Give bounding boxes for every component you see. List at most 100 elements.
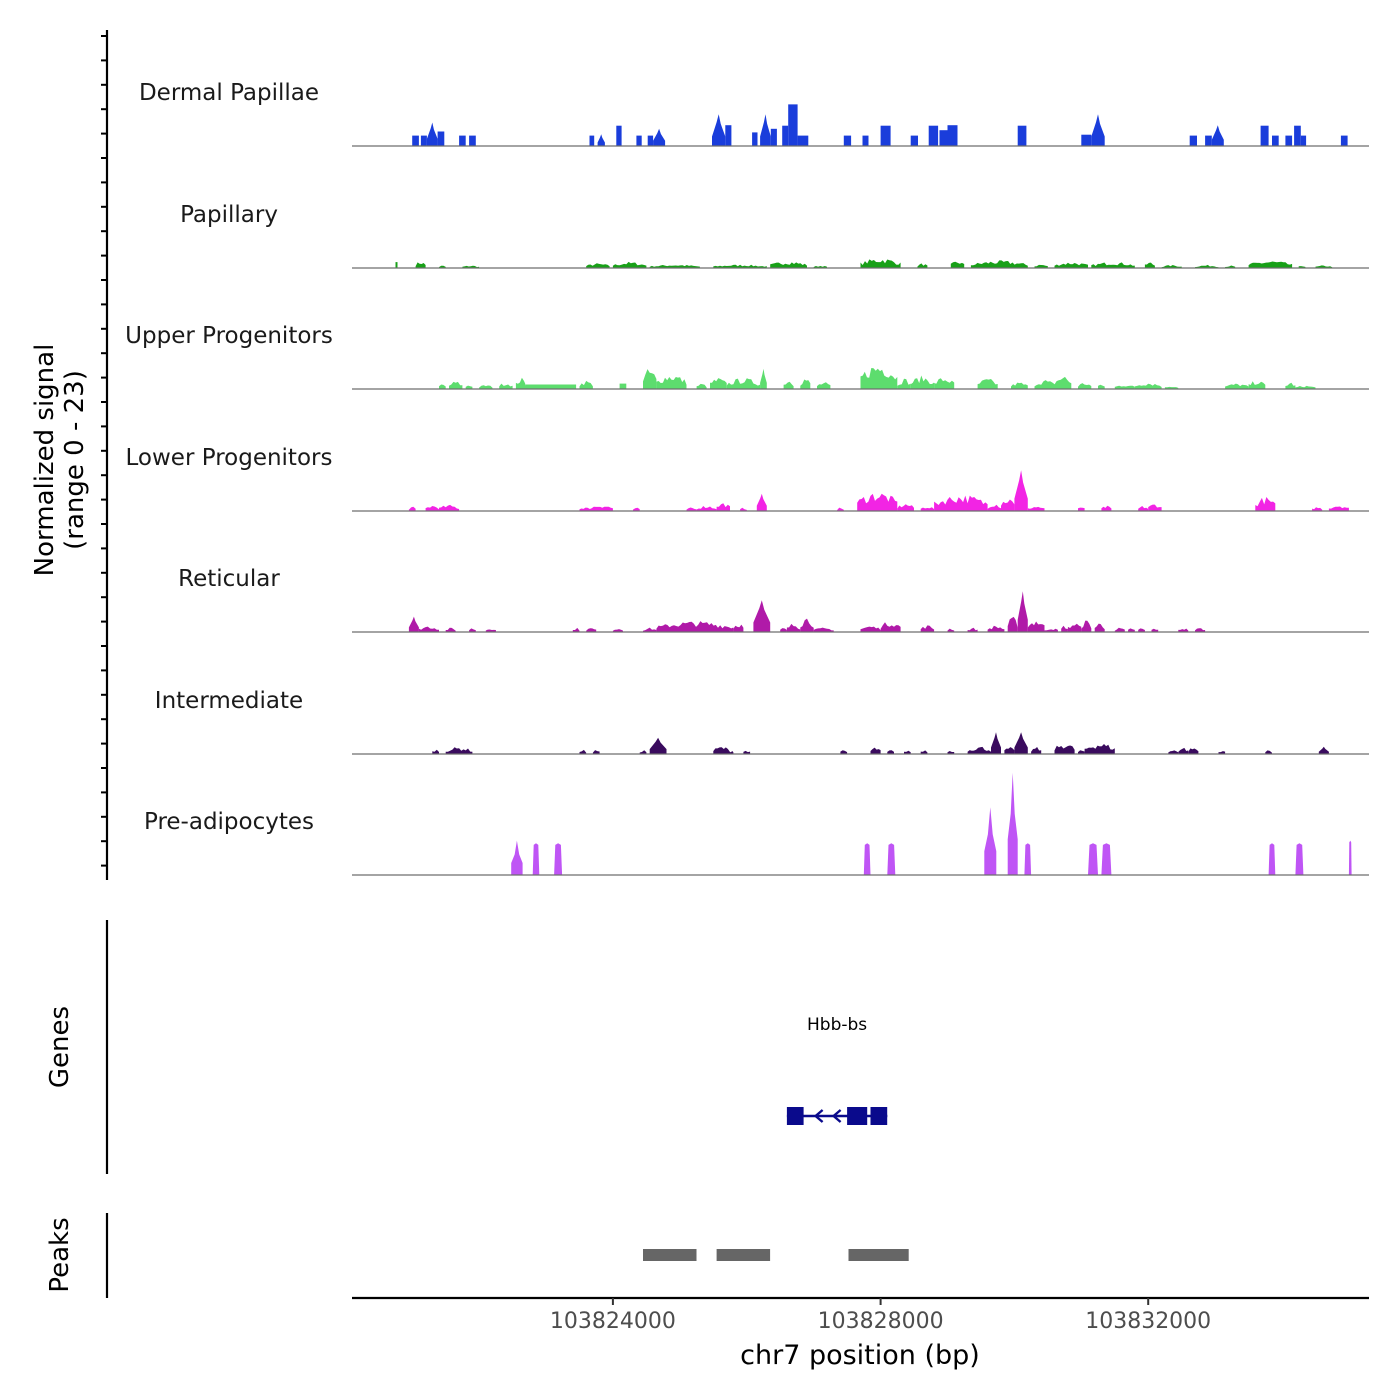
signal-peak bbox=[713, 747, 730, 754]
signal-peak bbox=[783, 381, 794, 389]
peaks-panel: Peaks bbox=[45, 1213, 909, 1298]
signal-peak bbox=[740, 507, 747, 511]
signal-peak bbox=[439, 504, 460, 511]
signal-peak bbox=[797, 135, 809, 146]
signal-peak bbox=[1148, 504, 1162, 511]
signal-peak bbox=[485, 629, 496, 632]
signal-peak bbox=[554, 843, 563, 875]
signal-peak bbox=[991, 732, 1001, 754]
signal-peak bbox=[1294, 125, 1301, 146]
x-ticks: 103824000 103828000 103832000 bbox=[550, 1298, 1211, 1334]
signal-peak bbox=[977, 379, 998, 389]
signal-peak bbox=[1134, 383, 1162, 389]
signal-peak bbox=[420, 135, 427, 146]
signal-peak bbox=[1188, 748, 1199, 754]
signal-peak bbox=[800, 618, 814, 632]
signal-peak bbox=[920, 750, 928, 754]
signal-peak bbox=[1248, 261, 1293, 268]
signal-peak bbox=[439, 384, 446, 389]
track-label: Upper Progenitors bbox=[125, 323, 333, 349]
signal-peak bbox=[1189, 135, 1197, 146]
signal-peak bbox=[1328, 506, 1349, 511]
signal-peak bbox=[760, 368, 767, 389]
signal-peak bbox=[1054, 262, 1088, 268]
signal-peak bbox=[1017, 591, 1028, 632]
signal-peak bbox=[800, 379, 811, 389]
signal-peak bbox=[1265, 750, 1272, 754]
signal-peak bbox=[636, 135, 642, 146]
signal-peak bbox=[479, 385, 493, 389]
signal-peak bbox=[726, 378, 761, 389]
signal-peak bbox=[887, 750, 894, 754]
signal-peak bbox=[897, 504, 914, 511]
signal-peak bbox=[880, 125, 891, 146]
signal-peak bbox=[686, 507, 697, 511]
signal-peak bbox=[1027, 621, 1045, 632]
signal-peak bbox=[947, 751, 955, 754]
signal-peak bbox=[863, 843, 871, 875]
signal-peak bbox=[589, 135, 595, 146]
track-label: Papillary bbox=[180, 202, 278, 228]
signal-peak bbox=[712, 114, 726, 146]
signal-peak bbox=[1054, 745, 1075, 754]
signal-peak bbox=[586, 263, 610, 268]
signal-peak bbox=[515, 377, 526, 389]
signal-peak bbox=[649, 737, 667, 754]
track-label: Dermal Papillae bbox=[139, 80, 319, 106]
signal-peak bbox=[1285, 382, 1296, 389]
signal-peak bbox=[1128, 628, 1135, 632]
signal-peak bbox=[696, 383, 707, 389]
signal-peak bbox=[437, 131, 445, 146]
signal-peak bbox=[786, 623, 801, 632]
signal-peak bbox=[860, 626, 881, 632]
signal-peak bbox=[1114, 385, 1135, 389]
signal-peak bbox=[647, 135, 654, 146]
signal-peak bbox=[612, 629, 623, 632]
signal-peak bbox=[1078, 507, 1085, 511]
signal-peak bbox=[1151, 628, 1159, 632]
signal-peak bbox=[967, 746, 991, 754]
signal-peak bbox=[1295, 843, 1304, 875]
signal-peak bbox=[987, 625, 1005, 632]
signal-peak bbox=[633, 507, 640, 511]
signal-peak bbox=[1225, 265, 1236, 268]
signal-peak bbox=[1007, 616, 1018, 632]
signal-peak bbox=[639, 750, 647, 754]
signal-peak bbox=[716, 503, 730, 511]
signal-peak bbox=[643, 627, 657, 632]
signal-peak bbox=[1091, 114, 1105, 146]
signal-peak bbox=[532, 843, 540, 875]
peak-regions bbox=[643, 1249, 909, 1261]
x-tick-label: 103832000 bbox=[1085, 1309, 1211, 1334]
signal-peak bbox=[1094, 623, 1105, 632]
signal-peak bbox=[1004, 747, 1015, 754]
signal-peak bbox=[449, 381, 463, 389]
signal-peak bbox=[653, 128, 666, 146]
signal-peak bbox=[579, 749, 587, 754]
signal-peak bbox=[1084, 744, 1115, 754]
signal-peak bbox=[947, 125, 958, 146]
signal-peak bbox=[813, 627, 834, 632]
signal-peak bbox=[579, 380, 593, 389]
signal-peak bbox=[857, 493, 898, 511]
track-pre-adipocytes: Pre-adipocytes bbox=[144, 772, 1369, 876]
signal-peak bbox=[887, 843, 896, 875]
signal-peak bbox=[579, 507, 590, 511]
signal-peak bbox=[1044, 628, 1058, 632]
track-reticular: Reticular bbox=[178, 566, 1369, 633]
signal-peak bbox=[920, 625, 935, 632]
signal-peak bbox=[445, 627, 456, 632]
signal-peak bbox=[1178, 747, 1189, 754]
signal-peak bbox=[947, 628, 955, 632]
signal-peak bbox=[1014, 470, 1028, 511]
signal-peak bbox=[725, 125, 732, 146]
signal-peak bbox=[1161, 265, 1182, 268]
x-axis: 103824000 103828000 103832000 chr7 positio… bbox=[352, 1296, 1369, 1371]
signal-peak bbox=[1001, 499, 1015, 511]
signal-peak bbox=[1315, 265, 1333, 268]
signal-peak bbox=[412, 135, 419, 146]
track-upper-progenitors: Upper Progenitors bbox=[125, 323, 1369, 390]
signal-peak bbox=[1138, 628, 1145, 632]
signal-peak bbox=[970, 260, 1028, 268]
signal-peak bbox=[910, 135, 918, 146]
